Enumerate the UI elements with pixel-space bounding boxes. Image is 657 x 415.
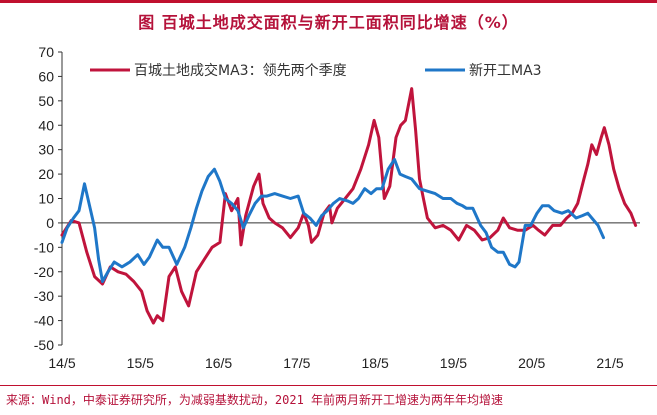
y-tick-label: -10 <box>34 239 54 255</box>
y-tick-label: 0 <box>46 215 54 231</box>
y-tick-label: 20 <box>38 166 54 182</box>
series-line-2 <box>60 157 605 283</box>
x-tick-label: 20/5 <box>518 355 545 371</box>
y-tick-label: -50 <box>34 337 54 353</box>
y-tick-label: -40 <box>34 313 54 329</box>
x-tick-label: 14/5 <box>48 355 75 371</box>
chart-legend: 百城土地成交MA3：领先两个季度 新开工MA3 <box>90 62 542 79</box>
series-layer <box>60 87 638 325</box>
x-tick-label: 16/5 <box>205 355 232 371</box>
y-tick-label: 60 <box>38 68 54 84</box>
series-line-1 <box>60 87 638 325</box>
y-tick-label: 50 <box>38 93 54 109</box>
y-tick-label: 10 <box>38 191 54 207</box>
title-bar: 图 百城土地成交面积与新开工面积同比增速（%） <box>0 0 657 34</box>
legend-label-1: 百城土地成交MA3：领先两个季度 <box>134 62 347 79</box>
axis-layer: 70 60 50 40 30 20 10 0 -10 -20 -30 -40 -50 14/5 15/5 16… <box>34 44 640 371</box>
legend-label-2: 新开工MA3 <box>469 63 542 79</box>
x-tick-label: 21/5 <box>596 355 623 371</box>
x-tick-label: 17/5 <box>283 355 310 371</box>
y-tick-label: 40 <box>38 117 54 133</box>
footer-rule <box>0 385 657 386</box>
x-tick-label: 15/5 <box>127 355 154 371</box>
y-tick-label: -20 <box>34 264 54 280</box>
chart-title: 图 百城土地成交面积与新开工面积同比增速（%） <box>138 13 519 32</box>
y-tick-label: 70 <box>38 44 54 60</box>
source-note: 来源：Wind，中泰证券研究所，为减弱基数扰动，2021 年前两月新开工增速为两… <box>6 393 504 407</box>
x-tick-label: 18/5 <box>362 355 389 371</box>
y-tick-label: -30 <box>34 288 54 304</box>
x-tick-label: 19/5 <box>440 355 467 371</box>
y-tick-label: 30 <box>38 142 54 158</box>
